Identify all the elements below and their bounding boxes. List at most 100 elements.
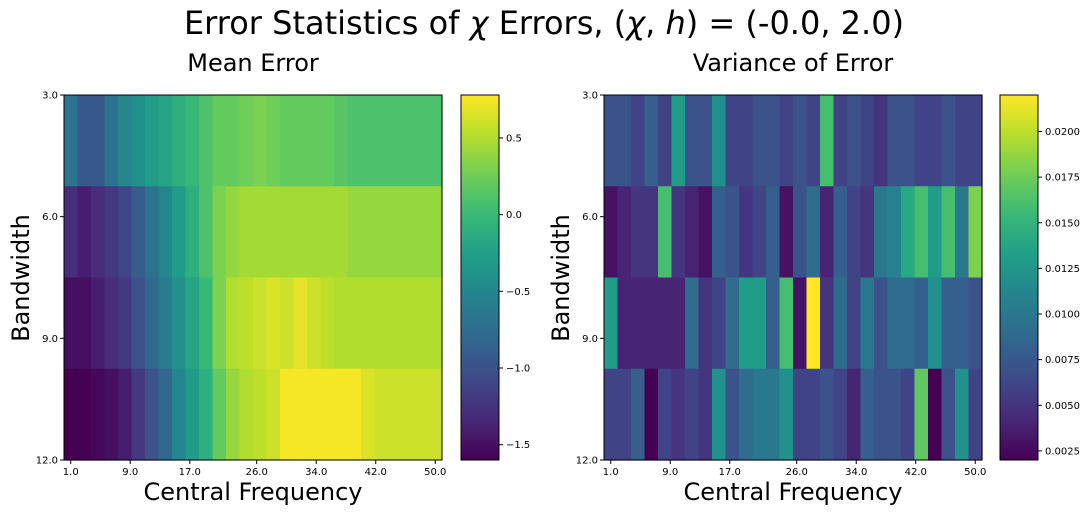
variance-error-heatmap-cell — [914, 277, 929, 370]
variance-error-heatmap-cell — [671, 186, 686, 279]
variance-error-heatmap-cell — [752, 277, 767, 370]
mean-error-heatmap-cell — [64, 368, 79, 461]
variance-error-heatmap-cell — [793, 277, 808, 370]
mean-error-heatmap-cell — [280, 277, 295, 370]
variance-error-colorbar-tick-label: 0.0075 — [1045, 355, 1080, 366]
mean-error-heatmap-cell — [91, 277, 106, 370]
variance-error-heatmap-cell — [752, 95, 767, 187]
mean-error-x-axis-label: Central Frequency — [144, 478, 363, 506]
mean-error-heatmap-cell — [334, 186, 349, 279]
variance-error-heatmap-cell — [766, 186, 781, 279]
mean-error-heatmap-cell — [104, 277, 119, 370]
variance-error-heatmap-cell — [887, 277, 902, 370]
variance-error-heatmap-cell — [658, 368, 673, 461]
mean-error-heatmap-cell — [185, 277, 200, 370]
variance-error-heatmap-cell — [712, 277, 727, 370]
variance-error-heatmap-cell — [955, 277, 970, 370]
variance-error-heatmap-cell — [887, 186, 902, 279]
mean-error-heatmap-cell — [415, 95, 430, 187]
mean-error-heatmap-cell — [320, 95, 335, 187]
mean-error-heatmap-cell — [374, 368, 389, 461]
mean-error-heatmap-cell — [320, 277, 335, 370]
variance-error-heatmap-cell — [833, 277, 848, 370]
variance-error-heatmap-cells — [604, 95, 983, 461]
mean-error-heatmap-cell — [226, 277, 241, 370]
mean-error-x-tick-label: 34.0 — [305, 467, 327, 478]
variance-error-y-tick-label: 6.0 — [582, 212, 598, 223]
variance-error-heatmap-cell — [874, 95, 889, 187]
mean-error-heatmap-cell — [199, 277, 214, 370]
mean-error-panel: Mean Error Bandwidth Central Frequency 1… — [7, 49, 530, 506]
mean-error-heatmap-cell — [253, 186, 268, 279]
variance-error-heatmap-cell — [631, 277, 646, 370]
variance-error-heatmap-cell — [847, 277, 862, 370]
mean-error-colorbar-tick-label: −0.5 — [506, 287, 530, 298]
mean-error-heatmap-cell — [104, 95, 119, 187]
variance-error-heatmap-cell — [658, 277, 673, 370]
variance-error-heatmap-cell — [631, 368, 646, 461]
variance-error-heatmap-cell — [847, 368, 862, 461]
variance-error-heatmap-cell — [617, 368, 632, 461]
mean-error-heatmap-cell — [361, 95, 376, 187]
variance-error-heatmap-cell — [712, 95, 727, 187]
variance-error-heatmap-cell — [698, 186, 713, 279]
mean-error-y-tick-label: 3.0 — [42, 91, 58, 102]
mean-error-heatmap-cell — [388, 277, 403, 370]
variance-error-heatmap-cell — [644, 95, 659, 187]
mean-error-heatmap-cell — [266, 277, 281, 370]
mean-error-heatmap-cell — [77, 95, 92, 187]
variance-error-heatmap-cell — [860, 277, 875, 370]
mean-error-heatmap-cell — [118, 368, 133, 461]
variance-error-heatmap-cell — [779, 368, 794, 461]
mean-error-heatmap-cell — [428, 186, 443, 279]
variance-error-heatmap-cell — [955, 186, 970, 279]
mean-error-heatmap-cell — [77, 368, 92, 461]
variance-error-y-tick-label: 12.0 — [576, 456, 598, 467]
mean-error-heatmap-cell — [118, 186, 133, 279]
variance-error-x-tick-label: 42.0 — [905, 467, 927, 478]
variance-error-x-tick-label: 17.0 — [719, 467, 741, 478]
mean-error-heatmap-cell — [64, 95, 79, 187]
mean-error-heatmap-cell — [293, 277, 308, 370]
variance-error-heatmap-cell — [617, 277, 632, 370]
mean-error-heatmap-cell — [64, 277, 79, 370]
variance-error-heatmap-cell — [725, 368, 740, 461]
variance-error-heatmap-cell — [955, 368, 970, 461]
mean-error-heatmap-cell — [91, 186, 106, 279]
variance-error-heatmap-cell — [914, 368, 929, 461]
mean-error-heatmap-cell — [401, 368, 416, 461]
mean-error-heatmap-cell — [212, 277, 227, 370]
variance-error-heatmap-cell — [941, 95, 956, 187]
mean-error-colorbar-tick-label: −1.5 — [506, 440, 530, 451]
variance-error-heatmap-cell — [604, 95, 619, 187]
mean-error-heatmap-cell — [320, 368, 335, 461]
mean-error-heatmap-cell — [361, 368, 376, 461]
variance-error-heatmap-cell — [968, 186, 983, 279]
variance-error-heatmap-cell — [887, 95, 902, 187]
variance-error-heatmap-cell — [874, 186, 889, 279]
variance-error-heatmap-cell — [901, 95, 916, 187]
variance-error-heatmap-cell — [820, 186, 835, 279]
variance-error-x-tick-label: 1.0 — [603, 467, 619, 478]
mean-error-heatmap-cell — [428, 368, 443, 461]
mean-error-y-tick-label: 12.0 — [36, 456, 58, 467]
mean-error-heatmap-cell — [374, 277, 389, 370]
mean-error-heatmap-cell — [239, 368, 254, 461]
mean-error-title: Mean Error — [187, 49, 319, 77]
mean-error-x-tick-label: 1.0 — [63, 467, 79, 478]
variance-error-heatmap-cell — [914, 186, 929, 279]
mean-error-heatmap-cell — [401, 186, 416, 279]
mean-error-heatmap-cells — [64, 95, 443, 461]
variance-error-heatmap-cell — [968, 368, 983, 461]
variance-error-heatmap-cell — [671, 277, 686, 370]
variance-error-heatmap-cell — [901, 277, 916, 370]
variance-error-x-tick-label: 9.0 — [662, 467, 678, 478]
mean-error-heatmap-cell — [91, 368, 106, 461]
mean-error-heatmap-cell — [293, 95, 308, 187]
variance-error-heatmap-cell — [739, 95, 754, 187]
mean-error-heatmap-cell — [388, 368, 403, 461]
mean-error-y-tick-label: 9.0 — [42, 334, 58, 345]
variance-error-heatmap-cell — [955, 95, 970, 187]
variance-error-heatmap-cell — [604, 186, 619, 279]
